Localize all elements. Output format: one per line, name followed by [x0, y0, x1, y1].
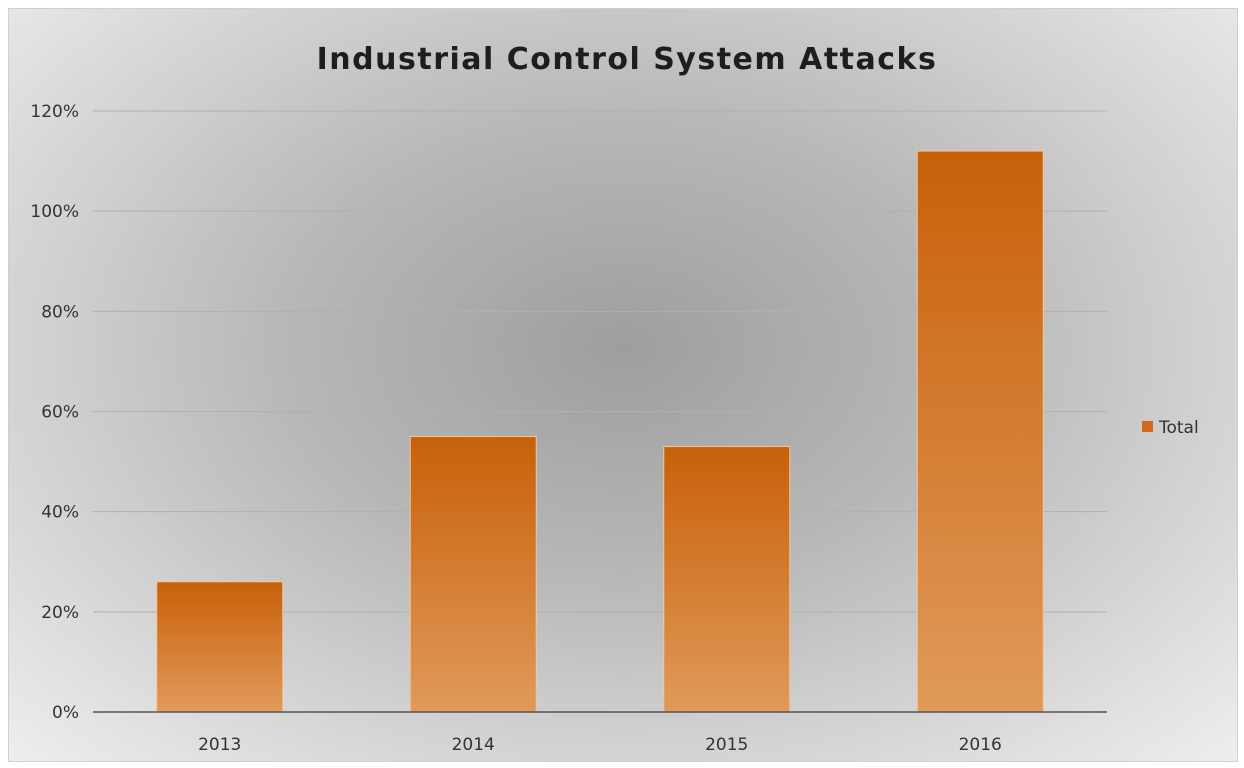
x-axis-tick-labels: 2013 2014 2015 2016 [198, 735, 1002, 755]
y-tick-label: 0% [52, 703, 79, 723]
bar-2013 [156, 581, 284, 713]
x-tick-label: 2016 [959, 735, 1002, 755]
y-tick-label: 120% [30, 102, 79, 122]
x-tick-label: 2015 [705, 735, 748, 755]
legend: Total [1142, 418, 1199, 438]
bar-2014 [409, 436, 537, 713]
bar-chart: Industrial Control System Attacks 0% 20% 4… [30, 42, 1199, 755]
y-tick-label: 40% [41, 503, 79, 523]
bar-2016 [916, 150, 1044, 713]
y-tick-label: 20% [41, 603, 79, 623]
x-tick-label: 2014 [452, 735, 495, 755]
legend-swatch [1142, 421, 1153, 432]
chart-title: Industrial Control System Attacks [317, 42, 938, 77]
bar-2015 [663, 446, 791, 713]
y-axis-tick-labels: 0% 20% 40% 60% 80% 100% 120% [30, 102, 79, 723]
chart-area: Industrial Control System Attacks 0% 20% 4… [8, 8, 1238, 762]
x-tick-label: 2013 [198, 735, 241, 755]
y-tick-label: 60% [41, 403, 79, 423]
y-tick-label: 100% [30, 202, 79, 222]
y-tick-label: 80% [41, 302, 79, 322]
bars [156, 150, 1044, 713]
legend-label-total: Total [1158, 418, 1199, 438]
